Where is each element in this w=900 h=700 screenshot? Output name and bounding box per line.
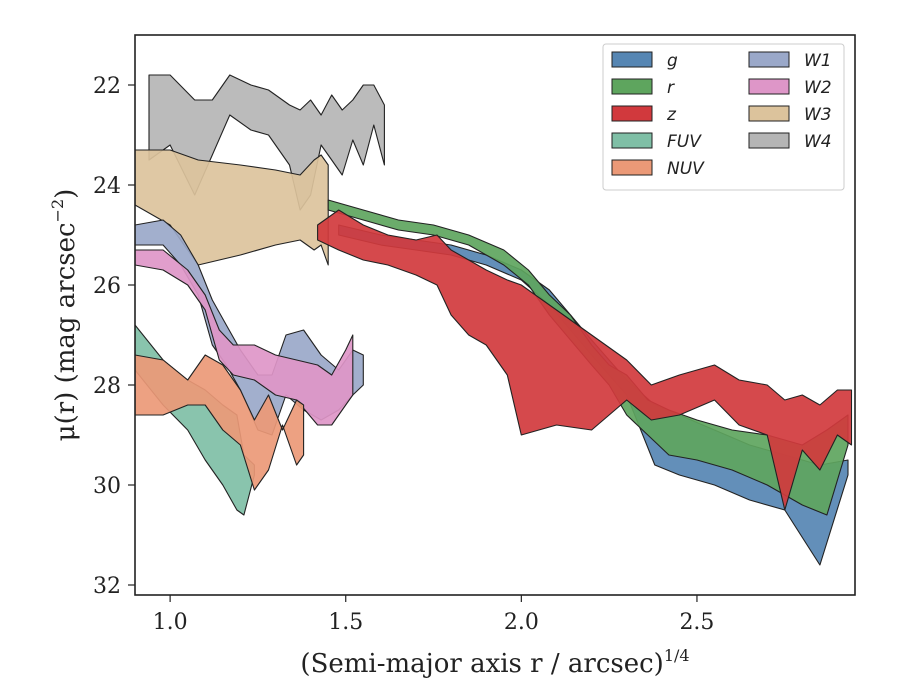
legend-label-z: z [666,105,677,125]
legend-label-w2: W2 [804,78,832,98]
legend-swatch-r [611,78,653,95]
x-tick-label: 1.5 [328,610,363,635]
legend-label-nuv: NUV [667,159,705,179]
y-tick-label: 24 [93,174,121,199]
plot-frame [134,34,856,596]
legend: grz FUV NUV W1 W2 W3 W4 [602,43,845,191]
y-axis-ticks: 22 24 26 28 30 32 [93,74,135,599]
legend-swatch-g [611,51,653,68]
y-axis-label-exponent: −2 [48,199,67,223]
x-tick-label: 1.0 [153,610,188,635]
y-axis-label-close: ) [51,189,81,199]
band-w4 [148,74,385,211]
band-w2 [135,249,354,426]
band-g [338,224,849,566]
legend-swatch-w2 [748,78,790,95]
y-axis-label: μ(r) (mag arcsec−2) [48,189,81,442]
legend-label-w3: W3 [804,105,832,125]
y-tick-label: 26 [93,274,121,299]
x-axis-ticks: 1.0 1.5 2.0 2.5 [153,595,714,635]
x-axis-label: (Semi-major axis r / arcsec)1/4 [300,646,689,679]
x-axis-label-exponent: 1/4 [664,646,690,665]
legend-label-g: g [667,51,678,71]
legend-swatch-w4 [748,132,790,149]
y-tick-label: 28 [93,374,121,399]
legend-label-fuv: FUV [667,132,702,152]
series-bands [135,74,853,566]
band-nuv [135,354,305,491]
legend-swatch-w1 [748,51,790,68]
x-tick-label: 2.0 [504,610,539,635]
legend-swatch-nuv [611,159,653,176]
legend-label-w1: W1 [804,51,832,71]
legend-swatch-w3 [748,105,790,122]
y-tick-label: 30 [93,474,121,499]
x-axis-label-main: (Semi-major axis r / arcsec) [300,649,663,679]
y-tick-label: 32 [93,574,121,599]
legend-label-r: r [667,78,675,98]
band-z [317,209,853,511]
legend-swatch-z [611,105,653,122]
legend-swatch-fuv [611,132,653,149]
y-tick-label: 22 [93,74,121,99]
y-axis-label-main: μ(r) (mag arcsec [51,222,81,441]
legend-label-w4: W4 [804,132,832,152]
x-tick-label: 2.5 [679,610,714,635]
